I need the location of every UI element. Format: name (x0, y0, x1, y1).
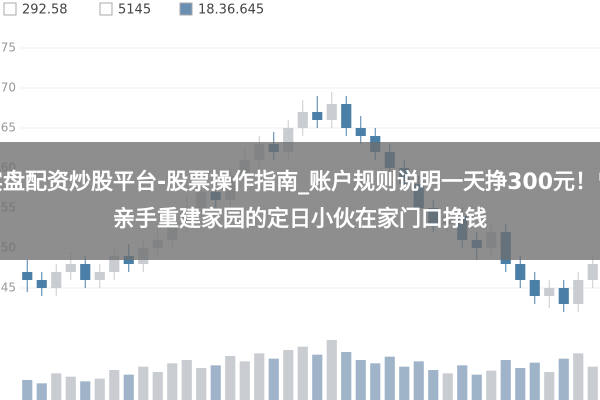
candle-body (558, 288, 569, 304)
y-tick-label: 45 (1, 281, 16, 295)
header-swatch (3, 2, 17, 16)
volume-bar (471, 374, 482, 400)
volume-bar (181, 360, 192, 400)
volume-bar (500, 360, 511, 400)
volume-bar (355, 360, 366, 400)
volume-bar (254, 353, 265, 400)
volume-bar (529, 362, 540, 400)
candle-body (529, 280, 540, 296)
candle-body (22, 272, 33, 280)
volume-bar (413, 361, 424, 400)
y-tick-label: 65 (1, 121, 16, 135)
candle-body (355, 128, 366, 136)
title-banner: 实盘配资炒股平台-股票操作指南_账户规则说明一天挣300元！曾亲手重建家园的定日… (0, 142, 600, 260)
volume-bar (558, 358, 569, 400)
volume-bar (457, 365, 468, 400)
volume-bar (442, 373, 453, 400)
volume-bar (515, 368, 526, 400)
header-swatch (179, 2, 193, 16)
candle-body (109, 256, 120, 272)
volume-bar (384, 356, 395, 400)
candle-body (326, 104, 337, 120)
volume-bar (80, 381, 91, 400)
volume-bar (587, 366, 598, 400)
volume-bar (225, 356, 236, 400)
candle-body (515, 264, 526, 280)
header-label: 18.36.645 (198, 3, 264, 18)
volume-bar (51, 373, 62, 400)
volume-bar (326, 340, 337, 400)
volume-bar (138, 366, 149, 400)
candle-body (587, 264, 598, 280)
candle-body (36, 280, 47, 288)
volume-bar (283, 350, 294, 400)
candle-body (312, 112, 323, 120)
volume-bar (109, 370, 120, 400)
y-tick-label: 70 (1, 81, 16, 95)
volume-bar (428, 370, 439, 400)
candle-body (51, 272, 62, 288)
candle-body (80, 264, 91, 280)
article-title: 实盘配资炒股平台-股票操作指南_账户规则说明一天挣300元！曾亲手重建家园的定日… (0, 170, 600, 232)
candle-body (297, 112, 308, 128)
header-swatch (99, 2, 113, 16)
candle-body (544, 288, 555, 296)
volume-bar (312, 354, 323, 400)
volume-bar (22, 380, 33, 400)
volume-bar (486, 370, 497, 400)
candle-body (65, 264, 76, 272)
volume-bar (297, 346, 308, 400)
volume-bar (94, 378, 105, 400)
candle-body (573, 280, 584, 304)
volume-bar (65, 376, 76, 400)
volume-bar (167, 363, 178, 400)
volume-bar (210, 365, 221, 400)
candle-body (123, 256, 134, 264)
volume-bar (370, 363, 381, 400)
header-label: 5145 (118, 3, 151, 18)
volume-bar (196, 368, 207, 400)
volume-bar (123, 374, 134, 400)
candle-body (283, 128, 294, 152)
candle-body (341, 104, 352, 128)
volume-bar (341, 352, 352, 400)
volume-bar (36, 383, 47, 400)
candle-body (94, 272, 105, 280)
y-tick-label: 75 (1, 41, 16, 55)
volume-bar (573, 353, 584, 400)
volume-bar (399, 366, 410, 400)
header-label: 292.58 (22, 3, 68, 18)
volume-bar (544, 372, 555, 400)
volume-bar (152, 372, 163, 400)
volume-bar (239, 361, 250, 400)
volume-bar (268, 358, 279, 400)
